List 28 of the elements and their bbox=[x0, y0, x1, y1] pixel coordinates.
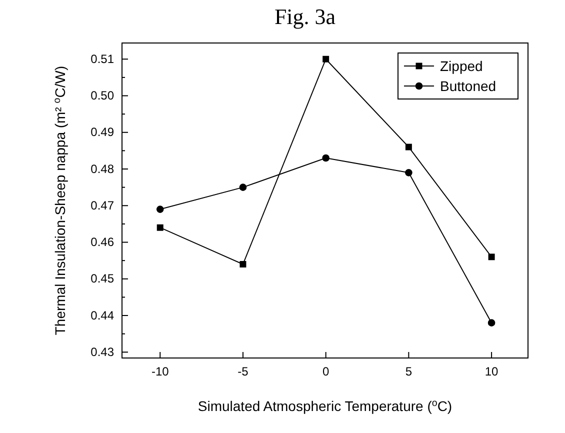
x-tick-label: 5 bbox=[405, 364, 412, 379]
x-tick-label: -10 bbox=[151, 364, 170, 379]
y-tick-label: 0.45 bbox=[90, 272, 114, 286]
y-tick-label: 0.48 bbox=[90, 162, 114, 176]
point bbox=[488, 319, 496, 326]
point bbox=[488, 254, 495, 260]
y-tick-label: 0.51 bbox=[90, 52, 114, 66]
y-tick-label: 0.50 bbox=[90, 88, 114, 103]
x-tick-label: 10 bbox=[484, 364, 499, 379]
y-tick-label: 0.46 bbox=[90, 235, 114, 250]
y-tick-label: 0.44 bbox=[90, 308, 114, 322]
point bbox=[322, 154, 330, 162]
chart-title: Fig. 3a bbox=[274, 4, 336, 29]
point bbox=[239, 184, 247, 191]
y-tick-label: 0.47 bbox=[90, 198, 114, 212]
point bbox=[156, 224, 164, 231]
point bbox=[405, 144, 412, 150]
point bbox=[322, 56, 330, 62]
x-axis-title: Simulated Atmospheric Temperature ($^{o}$C) bbox=[198, 398, 452, 414]
point bbox=[240, 260, 246, 268]
legend-label: Buttoned bbox=[440, 78, 496, 94]
point bbox=[405, 169, 412, 176]
x-tick-label: -5 bbox=[238, 364, 249, 379]
legend-label: Zipped bbox=[440, 58, 483, 74]
y-tick-label: 0.43 bbox=[90, 344, 114, 359]
x-tick-label: 0 bbox=[322, 364, 330, 379]
y-tick-label: 0.49 bbox=[90, 125, 114, 140]
point bbox=[156, 206, 164, 213]
